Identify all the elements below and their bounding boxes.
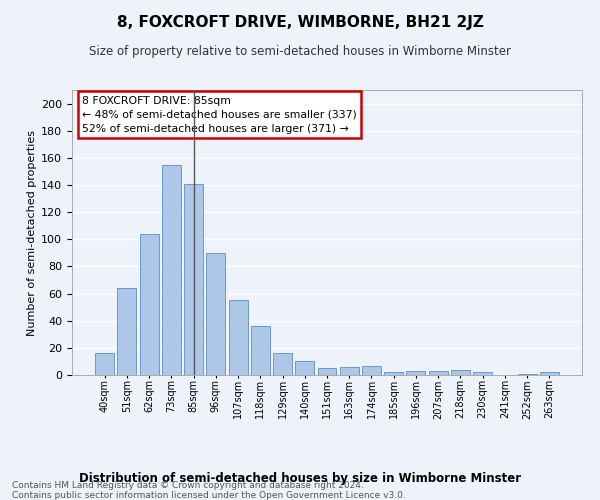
- Bar: [384, 372, 403, 375]
- Y-axis label: Number of semi-detached properties: Number of semi-detached properties: [27, 130, 37, 336]
- Bar: [206, 253, 225, 375]
- Bar: [162, 164, 181, 375]
- Text: Contains HM Land Registry data © Crown copyright and database right 2024.
Contai: Contains HM Land Registry data © Crown c…: [12, 480, 406, 500]
- Bar: [118, 288, 136, 375]
- Bar: [95, 354, 114, 375]
- Text: Distribution of semi-detached houses by size in Wimborne Minster: Distribution of semi-detached houses by …: [79, 472, 521, 485]
- Bar: [317, 368, 337, 375]
- Bar: [362, 366, 381, 375]
- Bar: [340, 367, 359, 375]
- Bar: [473, 372, 492, 375]
- Bar: [518, 374, 536, 375]
- Bar: [251, 326, 270, 375]
- Bar: [229, 300, 248, 375]
- Bar: [184, 184, 203, 375]
- Text: Size of property relative to semi-detached houses in Wimborne Minster: Size of property relative to semi-detach…: [89, 45, 511, 58]
- Bar: [295, 362, 314, 375]
- Text: 8 FOXCROFT DRIVE: 85sqm
← 48% of semi-detached houses are smaller (337)
52% of s: 8 FOXCROFT DRIVE: 85sqm ← 48% of semi-de…: [82, 96, 357, 134]
- Text: 8, FOXCROFT DRIVE, WIMBORNE, BH21 2JZ: 8, FOXCROFT DRIVE, WIMBORNE, BH21 2JZ: [116, 15, 484, 30]
- Bar: [406, 371, 425, 375]
- Bar: [429, 371, 448, 375]
- Bar: [273, 354, 292, 375]
- Bar: [540, 372, 559, 375]
- Bar: [140, 234, 158, 375]
- Bar: [451, 370, 470, 375]
